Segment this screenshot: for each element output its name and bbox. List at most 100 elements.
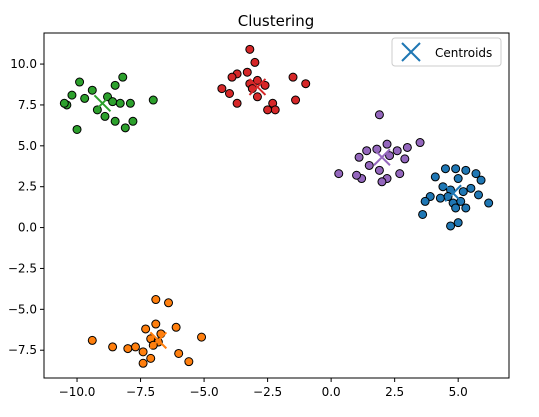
- data-point: [100, 111, 110, 121]
- data-point: [148, 95, 158, 105]
- data-point: [484, 198, 494, 208]
- centroid-stroke: [373, 148, 391, 166]
- data-point: [59, 98, 69, 108]
- data-point: [466, 183, 476, 193]
- data-point: [392, 146, 402, 156]
- data-point: [374, 165, 384, 175]
- data-point: [260, 80, 270, 90]
- data-point: [164, 298, 174, 308]
- data-point: [151, 319, 161, 329]
- centroid-marker: [373, 148, 391, 166]
- data-point: [128, 116, 138, 126]
- data-point: [474, 190, 484, 200]
- data-point: [252, 92, 262, 102]
- data-point: [458, 187, 468, 197]
- x-tick-label: −7.5: [126, 385, 155, 399]
- data-point: [440, 164, 450, 174]
- legend: Centroids: [391, 37, 502, 67]
- legend-label: Centroids: [435, 46, 492, 60]
- data-point: [430, 172, 440, 182]
- x-tick-label: 5.0: [449, 385, 468, 399]
- centroid-stroke: [444, 184, 462, 202]
- data-point: [374, 110, 384, 120]
- data-point: [227, 72, 237, 82]
- x-tick-label: 2.5: [385, 385, 404, 399]
- data-point: [242, 67, 252, 77]
- data-point: [364, 160, 374, 170]
- data-point: [108, 97, 118, 107]
- data-point: [125, 98, 135, 108]
- x-tick-label: 0.0: [322, 385, 341, 399]
- data-point: [151, 295, 161, 305]
- data-point: [87, 335, 97, 345]
- data-point: [334, 169, 344, 179]
- data-point: [252, 75, 262, 85]
- data-point: [382, 139, 392, 149]
- data-point: [197, 332, 207, 342]
- legend-marker-stroke: [401, 42, 421, 62]
- data-point: [115, 98, 125, 108]
- data-point: [123, 344, 133, 354]
- x-tick-label: −10.0: [59, 385, 96, 399]
- plot-frame: [43, 32, 510, 379]
- data-point: [377, 177, 387, 187]
- data-point: [446, 221, 456, 231]
- data-point: [435, 193, 445, 203]
- data-point: [92, 105, 102, 115]
- centroid-marker: [93, 94, 112, 113]
- y-tick-label: −2.5: [8, 261, 37, 275]
- data-point: [245, 44, 255, 54]
- data-point: [451, 203, 461, 213]
- data-point: [120, 123, 130, 133]
- axes: −10.0 −7.5 −5.0 −2.5 0.0 2.5 5.0 10.0 7.5 5.0 2.5 0…: [8, 32, 510, 399]
- data-points: [59, 44, 494, 368]
- centroid-marker: [248, 78, 267, 96]
- data-point: [471, 169, 481, 179]
- data-point: [184, 357, 194, 367]
- data-point: [301, 79, 311, 89]
- centroid-marker: [444, 184, 462, 202]
- data-point: [453, 218, 463, 228]
- data-point: [174, 348, 184, 358]
- data-point: [461, 165, 471, 175]
- data-point: [400, 154, 410, 164]
- data-point: [118, 72, 128, 82]
- data-point: [362, 146, 372, 156]
- data-point: [270, 105, 280, 115]
- x-tick-label: −5.0: [190, 385, 219, 399]
- data-point: [130, 342, 140, 352]
- data-point: [402, 142, 412, 152]
- y-tick-label: −5.0: [8, 302, 37, 316]
- data-point: [250, 57, 260, 67]
- centroid-stroke: [93, 94, 112, 113]
- data-point: [418, 209, 428, 219]
- data-point: [288, 72, 298, 82]
- data-point: [146, 353, 156, 363]
- data-point: [72, 124, 82, 134]
- y-tick-label: 5.0: [18, 139, 37, 153]
- data-point: [415, 138, 425, 148]
- data-point: [224, 89, 234, 98]
- data-point: [110, 116, 120, 126]
- y-tick-label: 7.5: [18, 98, 37, 112]
- y-tick-label: 2.5: [18, 180, 37, 194]
- data-point: [217, 84, 227, 94]
- data-point: [352, 170, 362, 180]
- y-tick-label: −7.5: [8, 343, 37, 357]
- data-point: [291, 95, 301, 105]
- data-point: [110, 80, 120, 90]
- data-point: [138, 347, 148, 357]
- data-point: [75, 77, 85, 87]
- legend-centroid-marker: [401, 42, 421, 62]
- centroid-stroke: [149, 331, 168, 350]
- data-point: [141, 324, 151, 334]
- data-point: [232, 98, 242, 108]
- data-point: [263, 105, 273, 115]
- data-point: [451, 164, 461, 174]
- data-point: [80, 93, 90, 103]
- data-point: [108, 342, 118, 352]
- data-point: [476, 175, 486, 185]
- data-point: [138, 358, 148, 368]
- centroid-stroke: [248, 78, 267, 96]
- chart-title: Clustering: [238, 12, 314, 30]
